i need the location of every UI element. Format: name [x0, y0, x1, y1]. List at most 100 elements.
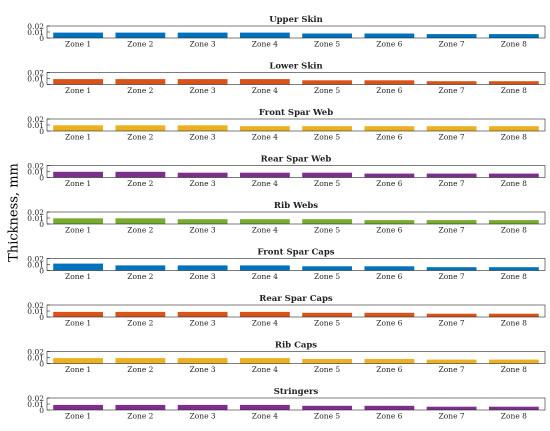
bar: [426, 81, 477, 85]
bar: [177, 172, 228, 178]
bar: [239, 311, 290, 317]
y-tick-label: 0.02: [27, 115, 44, 124]
x-tick-label: Zone 6: [376, 133, 402, 142]
bar: [53, 171, 104, 178]
x-tick-label: Zone 7: [439, 365, 465, 374]
y-tick-label: 0.02: [27, 254, 44, 263]
x-tick-label: Zone 4: [252, 319, 278, 328]
bar: [115, 311, 166, 317]
bar: [364, 126, 415, 131]
chart-title: Rib Caps: [275, 341, 317, 351]
bar: [177, 311, 228, 317]
bar: [302, 126, 353, 131]
x-tick-label: Zone 8: [501, 179, 527, 188]
y-tick-label: 0.02: [27, 301, 44, 310]
bar: [115, 265, 166, 271]
x-tick-label: Zone 8: [501, 226, 527, 235]
bar: [364, 312, 415, 317]
x-tick-label: Zone 4: [252, 412, 278, 421]
bar: [302, 405, 353, 410]
bar: [426, 220, 477, 224]
x-tick-label: Zone 2: [127, 179, 153, 188]
x-tick-label: Zone 7: [439, 226, 465, 235]
x-tick-label: Zone 6: [376, 40, 402, 49]
y-tick-label: 0: [39, 406, 44, 415]
x-tick-label: Zone 1: [65, 412, 91, 421]
x-tick-label: Zone 1: [65, 40, 91, 49]
x-tick-label: Zone 7: [439, 272, 465, 281]
bar: [302, 80, 353, 85]
x-tick-label: Zone 4: [252, 226, 278, 235]
x-tick-label: Zone 4: [252, 365, 278, 374]
x-tick-label: Zone 5: [314, 272, 340, 281]
y-tick-label: 0.01: [27, 307, 44, 316]
bar: [53, 263, 104, 271]
bar: [239, 32, 290, 38]
y-tick-label: 0.01: [27, 214, 44, 223]
bar: [239, 172, 290, 178]
x-tick-label: Zone 3: [190, 226, 216, 235]
bar: [177, 358, 228, 364]
x-tick-label: Zone 8: [501, 412, 527, 421]
x-tick-label: Zone 7: [439, 86, 465, 95]
bar: [115, 404, 166, 410]
x-tick-label: Zone 8: [501, 365, 527, 374]
x-tick-label: Zone 2: [127, 319, 153, 328]
chart-title: Front Spar Web: [259, 108, 333, 118]
bar: [426, 313, 477, 317]
x-tick-label: Zone 8: [501, 319, 527, 328]
bar: [53, 125, 104, 131]
chart-title: Rear Spar Caps: [259, 294, 333, 304]
bar: [115, 171, 166, 178]
bar: [302, 359, 353, 364]
bar: [364, 266, 415, 271]
bar: [239, 219, 290, 224]
x-tick-label: Zone 3: [190, 319, 216, 328]
bar: [302, 33, 353, 38]
x-tick-label: Zone 5: [314, 319, 340, 328]
bar: [53, 404, 104, 410]
bar: [115, 79, 166, 85]
x-tick-label: Zone 4: [252, 86, 278, 95]
y-tick-label: 0.02: [27, 208, 44, 217]
x-tick-label: Zone 6: [376, 86, 402, 95]
y-tick-label: 0.01: [27, 167, 44, 176]
bar: [53, 32, 104, 38]
bar: [426, 406, 477, 410]
bar: [488, 359, 539, 364]
chart-title: Stringers: [274, 387, 319, 397]
x-tick-label: Zone 3: [190, 179, 216, 188]
x-tick-label: Zone 6: [376, 179, 402, 188]
bar: [177, 79, 228, 85]
x-tick-label: Zone 8: [501, 40, 527, 49]
bar: [53, 311, 104, 317]
x-tick-label: Zone 2: [127, 272, 153, 281]
x-tick-label: Zone 5: [314, 226, 340, 235]
bar: [488, 220, 539, 224]
x-tick-label: Zone 1: [65, 319, 91, 328]
bar: [53, 358, 104, 364]
y-tick-label: 0: [39, 359, 44, 368]
bar: [488, 81, 539, 85]
bar: [302, 312, 353, 317]
x-tick-label: Zone 4: [252, 40, 278, 49]
x-tick-label: Zone 2: [127, 86, 153, 95]
x-tick-label: Zone 1: [65, 86, 91, 95]
bar: [426, 267, 477, 271]
chart-title: Front Spar Caps: [257, 248, 334, 258]
bar: [488, 406, 539, 410]
y-tick-label: 0.02: [27, 347, 44, 356]
y-tick-label: 0.02: [27, 161, 44, 170]
x-tick-label: Zone 7: [439, 319, 465, 328]
y-tick-label: 0.01: [27, 28, 44, 37]
x-tick-label: Zone 7: [439, 179, 465, 188]
y-tick-label: 0: [39, 266, 44, 275]
bar: [364, 33, 415, 38]
x-tick-label: Zone 6: [376, 272, 402, 281]
bar: [177, 265, 228, 271]
y-tick-label: 0.01: [27, 353, 44, 362]
x-tick-label: Zone 1: [65, 179, 91, 188]
bar: [115, 358, 166, 364]
x-tick-label: Zone 1: [65, 365, 91, 374]
y-tick-label: 0.01: [27, 400, 44, 409]
